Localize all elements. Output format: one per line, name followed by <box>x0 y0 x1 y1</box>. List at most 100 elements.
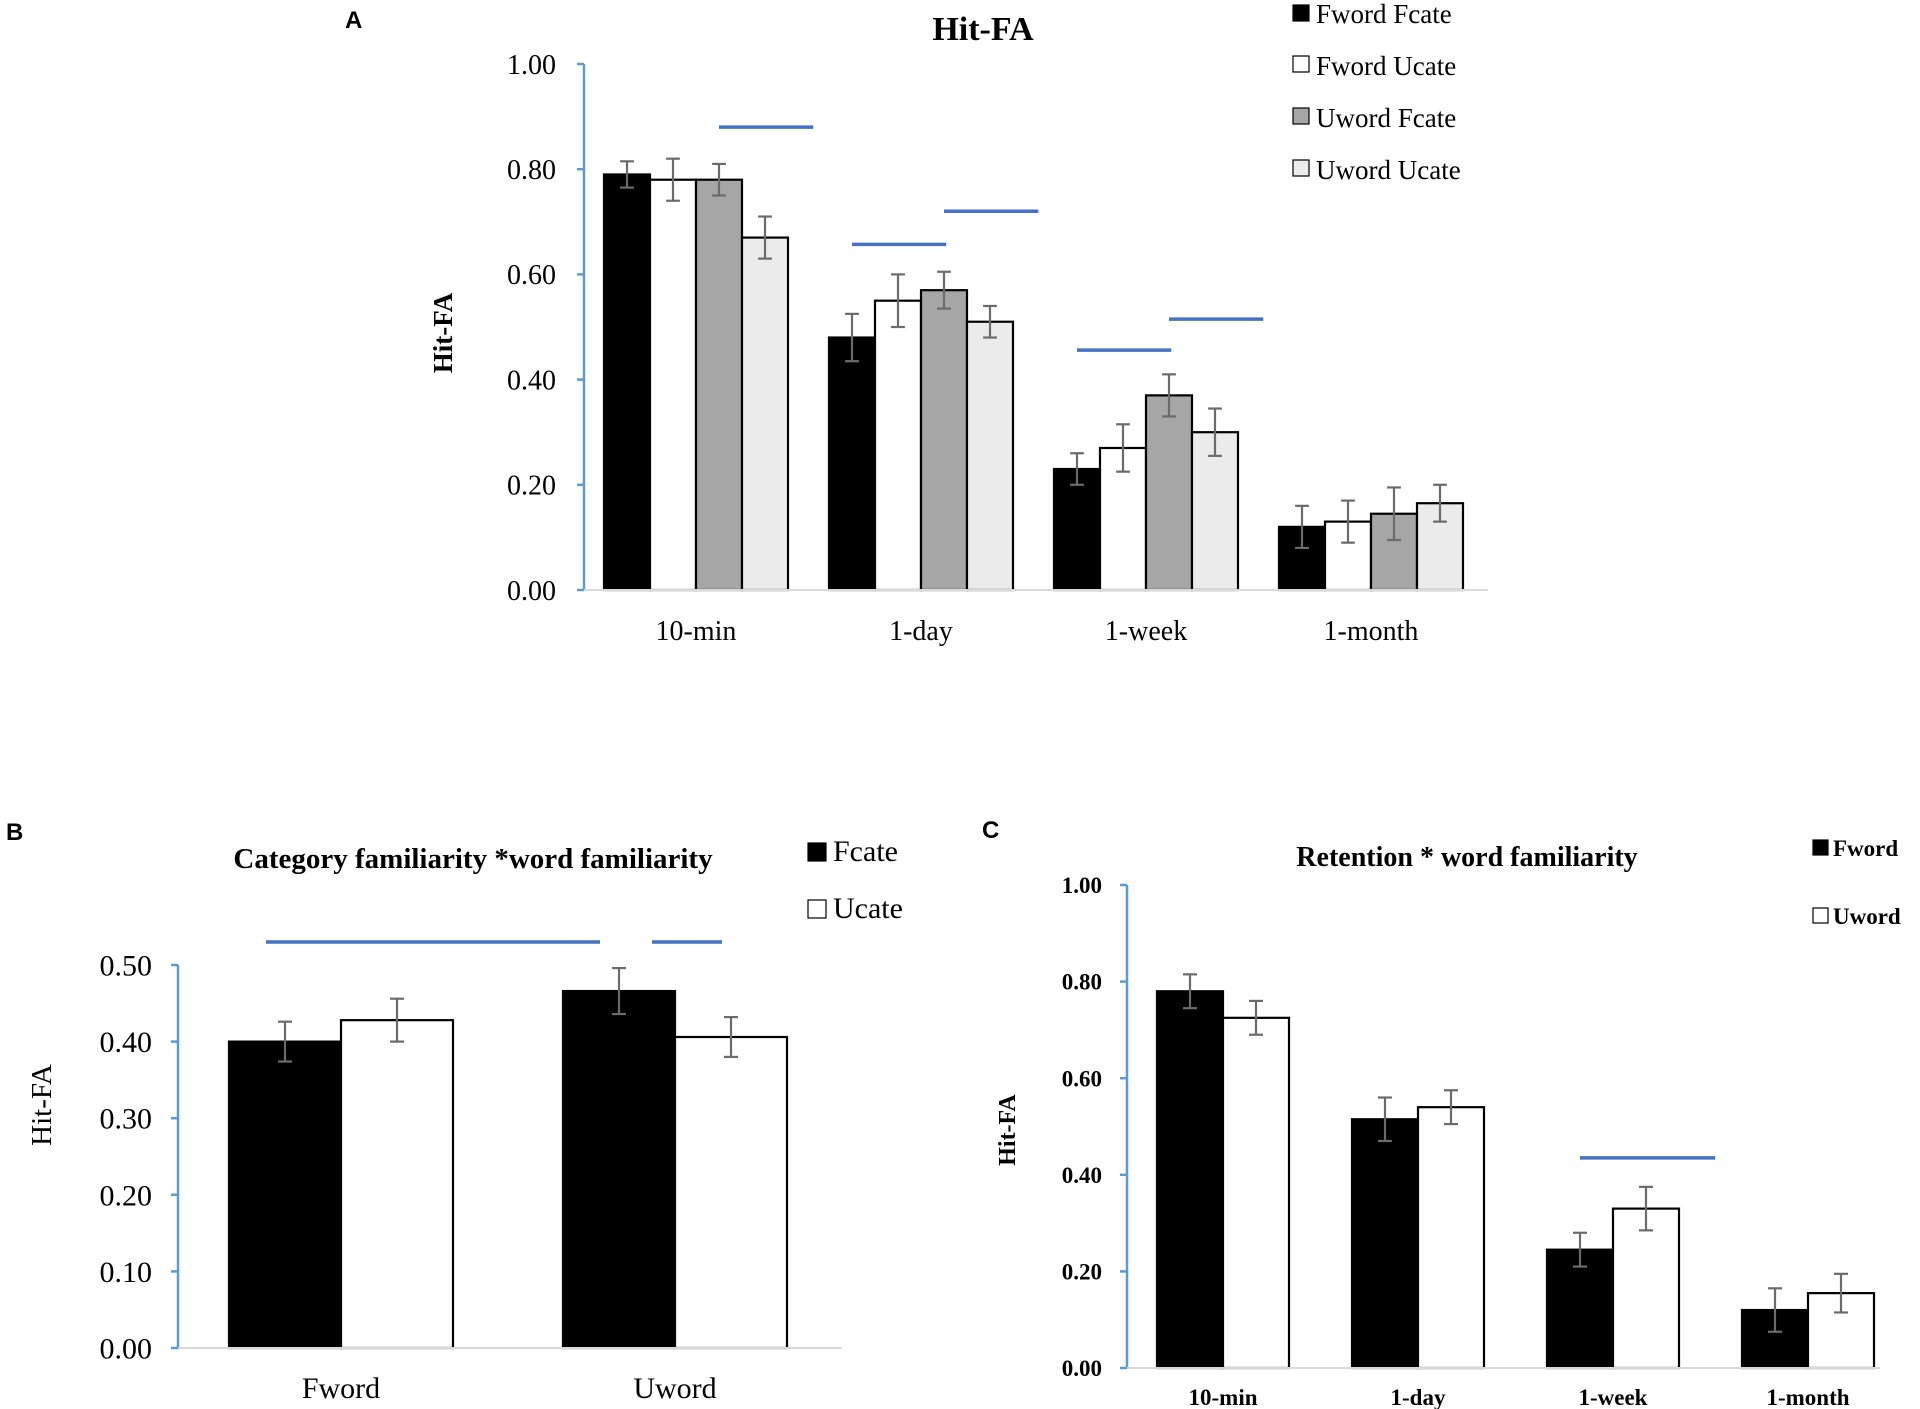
y-tick-label: 0.60 <box>507 260 556 291</box>
legend-label-b-1: Ucate <box>833 892 903 925</box>
error-bars-a <box>620 157 1447 550</box>
bar-uword-1-week <box>1611 1207 1681 1370</box>
error-bar <box>1378 1096 1392 1143</box>
bar-uword-fcate-1-day <box>919 289 969 592</box>
y-tick-labels-a: 0.00 0.20 0.40 0.60 0.80 1.00 <box>507 50 556 607</box>
error-bar <box>758 215 772 260</box>
x-tick-label-1-day: 1-day <box>1391 1385 1446 1409</box>
error-bar <box>1444 1089 1458 1126</box>
error-bar <box>1834 1272 1848 1314</box>
bar-uword-fcate-10-min <box>694 178 744 592</box>
error-bar <box>1768 1287 1782 1333</box>
bar-uword-fcate-1-week <box>1144 394 1194 592</box>
legend-label-a-1: Fword Ucate <box>1316 51 1456 81</box>
legend-swatch-a-1 <box>1292 55 1310 73</box>
bar-fword-1-day <box>1350 1118 1420 1370</box>
chart-title-a: Hit-FA <box>932 11 1034 48</box>
y-tick-label: 0.00 <box>1062 1356 1102 1381</box>
bar-uword-1-day <box>1416 1106 1486 1370</box>
legend-swatch-b-0 <box>807 842 827 862</box>
bars-a <box>602 173 1465 592</box>
error-bar <box>983 304 997 339</box>
legend-label-a-3: Uword Ucate <box>1316 155 1461 185</box>
y-axis-label-b: Hit-FA <box>26 1064 58 1146</box>
y-tick-label: 0.00 <box>507 576 556 607</box>
panel-label-a: A <box>345 7 362 34</box>
error-bar <box>724 1015 738 1059</box>
legend-label-c-1: Uword <box>1833 904 1901 929</box>
error-bars-c <box>1183 973 1848 1333</box>
bar-fword-fcate-1-week <box>1052 467 1102 592</box>
panel-label-b: B <box>6 819 23 846</box>
error-bar <box>1573 1231 1587 1268</box>
error-bar <box>1183 973 1197 1010</box>
error-bar <box>620 160 634 189</box>
error-bar <box>1249 999 1263 1036</box>
bar-fcate-uword <box>561 989 677 1350</box>
legend-swatch-a-3 <box>1292 159 1310 177</box>
error-bar <box>1639 1185 1653 1232</box>
chart-title-b: Category familiarity *word familiarity <box>233 843 713 875</box>
x-tick-label-fword: Fword <box>302 1372 380 1405</box>
bar-fword-fcate-10-min <box>602 173 652 592</box>
axes-b <box>171 963 842 1350</box>
legend-swatch-b-1 <box>807 899 827 919</box>
error-bar <box>612 966 626 1016</box>
bar-uword-10-min <box>1221 1016 1291 1370</box>
legend-swatch-a-0 <box>1292 4 1310 22</box>
bar-fword-1-week <box>1545 1248 1615 1370</box>
error-bar <box>1116 423 1130 473</box>
legend-label-a-0: Fword Fcate <box>1316 0 1452 29</box>
bar-uword-ucate-1-day <box>965 320 1015 592</box>
error-bar <box>1208 407 1222 457</box>
y-tick-label: 0.20 <box>100 1179 153 1212</box>
error-bar <box>845 312 859 363</box>
significance-lines-a <box>719 125 1264 352</box>
legend-c: Fword Uword <box>1812 836 1901 929</box>
x-tick-label-10-min: 10-min <box>1189 1385 1258 1409</box>
y-tick-label: 0.00 <box>100 1333 153 1366</box>
y-tick-label: 0.40 <box>507 365 556 396</box>
y-tick-label: 0.40 <box>100 1026 153 1059</box>
y-tick-label: 0.50 <box>100 950 153 983</box>
bars-c <box>1155 990 1876 1370</box>
y-tick-label: 0.20 <box>507 471 556 502</box>
x-tick-label-1-week: 1-week <box>1579 1385 1648 1409</box>
bar-fword-fcate-1-day <box>827 336 877 592</box>
axes-a <box>577 62 1488 592</box>
y-tick-label: 1.00 <box>507 50 556 81</box>
y-tick-label: 0.40 <box>1062 1163 1102 1188</box>
bar-fcate-fword <box>227 1040 343 1350</box>
error-bar <box>278 1020 292 1063</box>
error-bar <box>666 157 680 202</box>
chart-title-c: Retention * word familiarity <box>1296 842 1637 873</box>
error-bar <box>1295 504 1309 550</box>
y-tick-labels-c: 0.00 0.20 0.40 0.60 0.80 1.00 <box>1062 873 1102 1381</box>
bar-uword-ucate-10-min <box>740 236 790 592</box>
legend-label-c-0: Fword <box>1833 836 1898 861</box>
y-tick-label: 0.80 <box>1062 970 1102 995</box>
legend-b: Fcate Ucate <box>807 835 903 925</box>
error-bar <box>1433 483 1447 523</box>
y-tick-label: 0.80 <box>507 155 556 186</box>
bars-b <box>227 989 789 1350</box>
legend-label-a-2: Uword Fcate <box>1316 103 1456 133</box>
error-bar <box>712 162 726 197</box>
legend-label-b-0: Fcate <box>833 835 898 868</box>
legend-swatch-c-1 <box>1812 907 1829 924</box>
legend-swatch-c-0 <box>1812 839 1829 856</box>
error-bar <box>937 270 951 310</box>
error-bar <box>1162 373 1176 418</box>
error-bar <box>1341 499 1355 544</box>
bar-fword-10-min <box>1155 990 1225 1370</box>
y-tick-label: 1.00 <box>1062 873 1102 898</box>
x-tick-label-1-month: 1-month <box>1766 1385 1849 1409</box>
x-tick-label-1-month: 1-month <box>1324 616 1419 647</box>
y-axis-label-c: Hit-FA <box>995 1094 1021 1166</box>
panel-b: B Category familiarity *word familiarity… <box>6 819 903 1405</box>
x-tick-label-uword: Uword <box>633 1372 716 1405</box>
bar-ucate-uword <box>673 1035 789 1350</box>
x-tick-label-1-week: 1-week <box>1105 616 1187 647</box>
y-tick-labels-b: 0.00 0.10 0.20 0.30 0.40 0.50 <box>100 950 153 1366</box>
